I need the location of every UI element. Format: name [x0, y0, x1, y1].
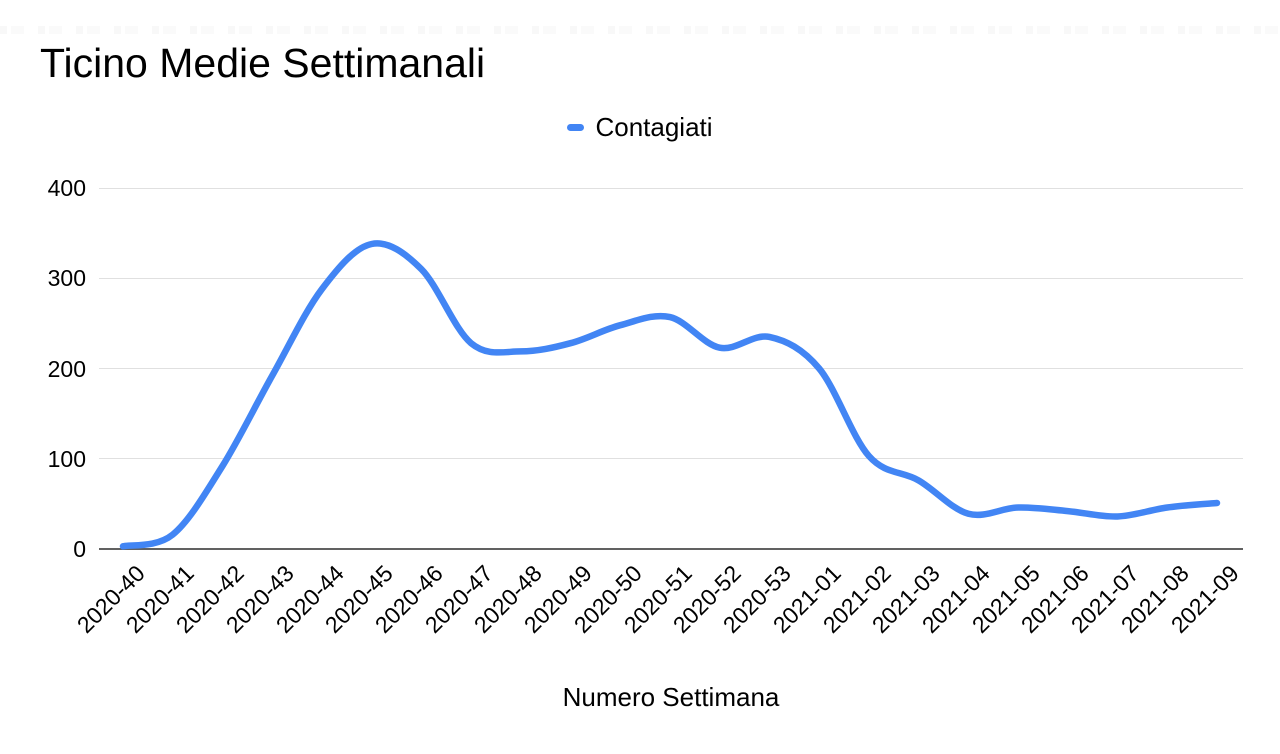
- gridline-200: [99, 368, 1243, 369]
- x-axis-line: [99, 548, 1243, 550]
- series-line-contagiati: [119, 240, 1221, 550]
- legend-series-label: Contagiati: [595, 112, 713, 142]
- x-axis-title: Numero Settimana: [562, 682, 780, 712]
- y-tick-label-400: 400: [47, 175, 86, 201]
- y-tick-label-300: 300: [47, 265, 86, 292]
- y-tick-label-100: 100: [47, 445, 86, 472]
- gridline-300: [99, 277, 1243, 279]
- legend-series-dash-icon: [567, 123, 585, 131]
- plot-area: [99, 187, 1243, 550]
- top-artifact-strip: [0, 26, 1280, 34]
- gridline-400: [99, 187, 1243, 189]
- chart-title: Ticino Medie Settimanali: [40, 40, 486, 86]
- legend: Contagiati: [0, 112, 1280, 142]
- y-tick-label-0: 0: [73, 536, 86, 562]
- y-tick-label-200: 200: [47, 355, 86, 382]
- gridline-100: [99, 458, 1243, 460]
